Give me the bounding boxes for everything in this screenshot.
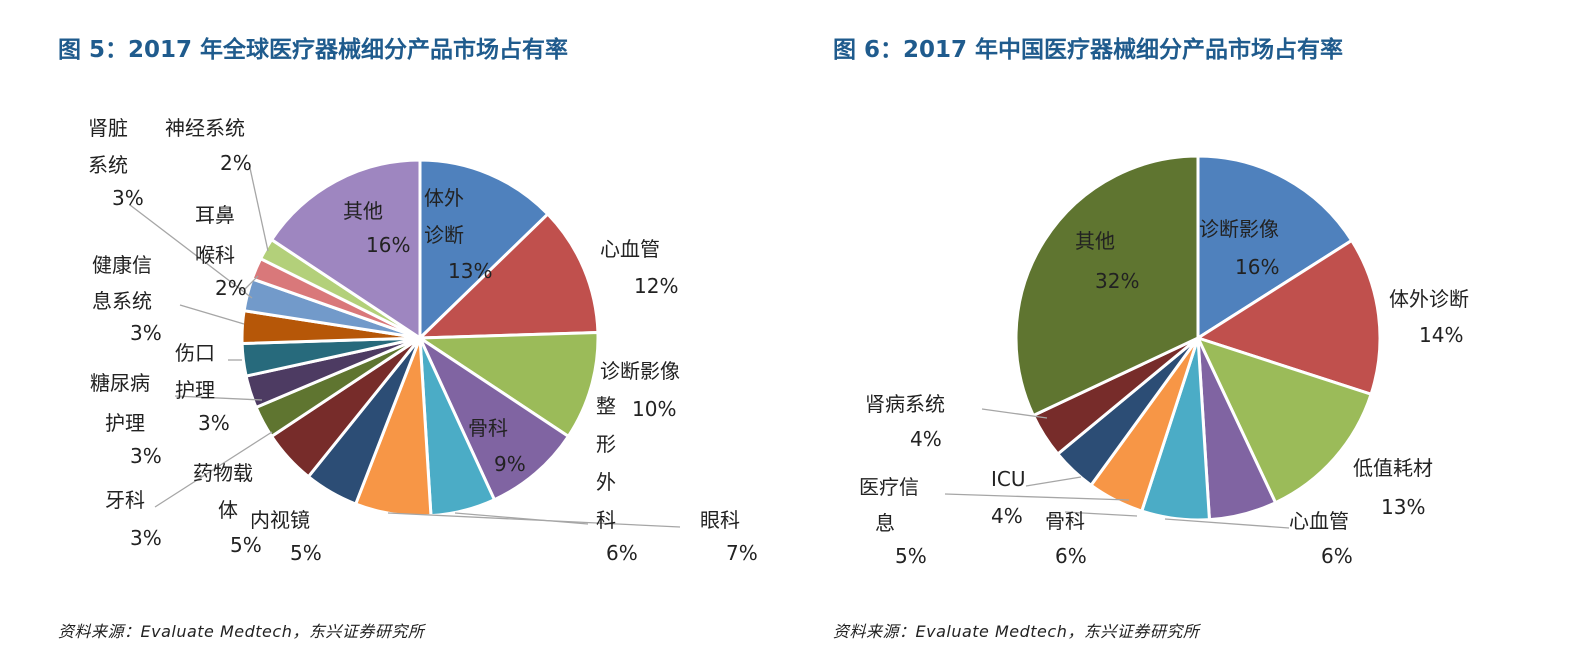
slice-percent-label: 3% — [130, 444, 162, 468]
leader-lines — [129, 167, 681, 528]
slice-percent-label: 3% — [198, 411, 230, 435]
slice-label: 体外诊断 — [1389, 287, 1469, 311]
pie-slice — [1194, 238, 1382, 397]
slice-label: 息系统 — [92, 289, 152, 313]
slice-percent-label: 3% — [130, 321, 162, 345]
slice-label: 耳鼻 — [195, 203, 235, 227]
slice-percent-label: 6% — [1055, 544, 1087, 568]
slice-percent-label: 16% — [1235, 255, 1279, 279]
leader-line — [944, 493, 1130, 501]
slice-label: 心血管 — [1289, 509, 1349, 533]
slice-label: 其他 — [343, 199, 383, 223]
slice-percent-label: 13% — [1381, 495, 1425, 519]
leader-line — [129, 204, 253, 299]
chart-title: 图 6：2017 年中国医疗器械细分产品市场占有率 — [833, 37, 1344, 63]
pie-slice — [1196, 154, 1354, 341]
slice-label: 眼科 — [700, 508, 740, 532]
slice-label: 护理 — [105, 411, 145, 435]
chart-source: 资料来源：Evaluate Medtech，东兴证券研究所 — [58, 622, 425, 641]
slice-label: 药物载 — [193, 461, 253, 485]
slice-label: 诊断 — [424, 223, 464, 247]
pie-slice — [1014, 154, 1200, 418]
chart-panel-china: 图 6：2017 年中国医疗器械细分产品市场占有率 诊断影像 16% 体外诊断 14%… — [815, 0, 1595, 671]
slice-percent-label: 10% — [632, 397, 676, 421]
slice-percent-label: 16% — [366, 233, 410, 257]
slice-label: 神经系统 — [165, 116, 245, 140]
leader-line — [174, 395, 263, 401]
leader-line — [154, 431, 273, 508]
slice-label: 肾脏 — [88, 116, 128, 140]
slice-percent-label: 9% — [494, 452, 526, 476]
leader-line — [981, 408, 1048, 419]
slice-label: 伤口 — [175, 341, 215, 365]
chart-title: 图 5：2017 年全球医疗器械细分产品市场占有率 — [58, 37, 569, 63]
slice-label: 健康信 — [92, 253, 152, 277]
slice-percent-label: 14% — [1419, 323, 1463, 347]
slice-percent-label: 5% — [895, 544, 927, 568]
slice-labels: 体外诊断13%心血管12%诊断影像10%骨科9%整形外科6%眼科7%内视镜5%药… — [88, 116, 758, 565]
slice-label: 息 — [875, 511, 895, 535]
pie-slice — [415, 330, 600, 439]
slice-percent-label: 2% — [215, 276, 247, 300]
chart-panel-global: 图 5：2017 年全球医疗器械细分产品市场占有率 体外 诊断 13% 心血管 12% 诊… — [0, 0, 780, 671]
slice-label: 牙科 — [105, 488, 145, 512]
slice-percent-label: 12% — [634, 274, 678, 298]
slice-label: 骨科 — [468, 416, 508, 440]
slice-label: 骨科 — [1045, 509, 1085, 533]
slice-label: 心血管 — [600, 237, 660, 261]
slice-label: 糖尿病 — [90, 371, 150, 395]
slice-percent-label: 6% — [606, 541, 638, 565]
pie-slice — [416, 211, 600, 340]
leader-line — [243, 275, 259, 291]
leader-lines — [944, 408, 1290, 529]
slice-label: ICU — [991, 467, 1026, 491]
slice-label: 其他 — [1075, 229, 1115, 253]
pie-slice — [269, 158, 422, 341]
slice-percent-label: 5% — [230, 533, 262, 557]
slice-percent-label: 3% — [130, 526, 162, 550]
slice-label: 喉科 — [195, 243, 235, 267]
leader-line — [249, 167, 269, 252]
slice-label: 整 — [596, 394, 616, 418]
slice-label: 科 — [596, 508, 616, 532]
slice-label: 系统 — [88, 153, 128, 177]
slice-percent-label: 4% — [910, 427, 942, 451]
slice-label: 诊断影像 — [1199, 217, 1279, 241]
leader-line — [454, 512, 589, 525]
slice-label: 体外 — [424, 186, 464, 210]
slice-percent-label: 6% — [1321, 544, 1353, 568]
pie-slice — [418, 158, 550, 342]
slice-label: 体 — [218, 498, 238, 522]
pie-slices — [240, 158, 600, 518]
chart-source: 资料来源：Evaluate Medtech，东兴证券研究所 — [833, 622, 1200, 641]
slice-percent-label: 3% — [112, 186, 144, 210]
slice-label: 外 — [596, 470, 616, 494]
slice-percent-label: 13% — [448, 259, 492, 283]
leader-line — [1164, 518, 1290, 529]
pie-slice — [416, 333, 571, 502]
slice-percent-label: 5% — [290, 541, 322, 565]
leader-line — [179, 304, 245, 325]
pie-chart-global: 体外诊断13%心血管12%诊断影像10%骨科9%整形外科6%眼科7%内视镜5%药… — [88, 116, 758, 565]
slice-label: 医疗信 — [859, 475, 919, 499]
pie-slice — [1195, 335, 1373, 505]
leader-line — [1025, 476, 1082, 487]
slice-label: 形 — [596, 432, 616, 456]
slice-percent-label: 7% — [726, 541, 758, 565]
slice-percent-label: 32% — [1095, 269, 1139, 293]
slice-label: 诊断影像 — [600, 359, 680, 383]
leader-line — [387, 512, 681, 528]
slice-label: 内视镜 — [250, 508, 310, 532]
slice-label: 肾病系统 — [865, 392, 945, 416]
leader-line — [1064, 511, 1138, 517]
slice-label: 护理 — [175, 378, 215, 402]
slice-percent-label: 2% — [220, 151, 252, 175]
pie-slices — [1014, 154, 1382, 522]
slice-percent-label: 4% — [991, 504, 1023, 528]
slice-label: 低值耗材 — [1353, 456, 1433, 480]
